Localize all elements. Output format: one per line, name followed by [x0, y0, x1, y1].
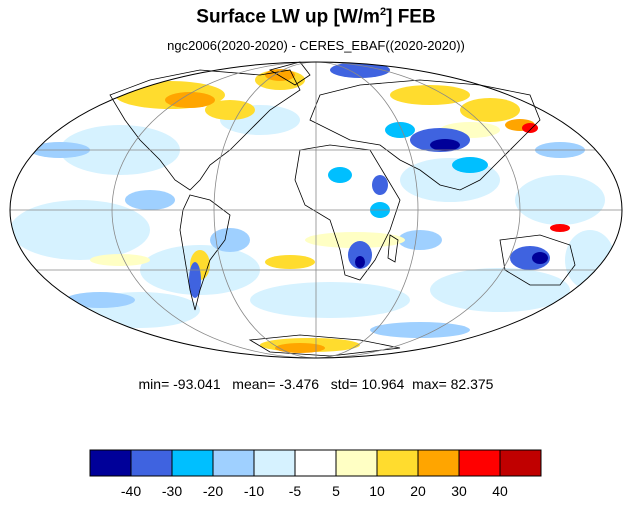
colorbar-box	[253, 449, 296, 477]
colorbar-tick-label: -5	[289, 483, 302, 499]
colorbar-box	[499, 449, 542, 477]
title-suffix: ] FEB	[386, 6, 436, 28]
colorbar-tick-label: 10	[369, 483, 385, 499]
colorbar-tick-label: 40	[492, 483, 508, 499]
map-outline	[9, 61, 623, 359]
graticule	[10, 62, 622, 358]
colorbar-labels: -40 -30 -20 -10 -5 5 10 20 30 40	[121, 483, 508, 499]
colorbar-box	[417, 449, 460, 477]
max-label: max=	[412, 376, 447, 392]
colorbar-box	[458, 449, 501, 477]
mean-value: -3.476	[279, 376, 320, 392]
title-superscript: 2	[379, 6, 387, 18]
colorbar-box	[335, 449, 378, 477]
colorbar-box	[130, 449, 173, 477]
colorbar-tick-label: -20	[203, 483, 223, 499]
colorbar-box	[89, 449, 132, 477]
anomaly-field	[10, 62, 615, 353]
colorbar-box	[171, 449, 214, 477]
min-value: -93.041	[173, 376, 221, 392]
std-label: std=	[330, 376, 358, 392]
max-value: 82.375	[450, 376, 494, 392]
colorbar-boxes	[89, 449, 542, 477]
title-prefix: Surface LW up [W/m	[196, 6, 380, 28]
world-map	[9, 61, 623, 359]
min-label: min=	[138, 376, 170, 392]
colorbar-tick-label: 20	[410, 483, 426, 499]
statistics-line: min= -93.041 mean= -3.476 std= 10.964 ma…	[0, 376, 632, 392]
colorbar-tick-label: -30	[162, 483, 182, 499]
plot-title: Surface LW up [W/m2] FEB	[0, 6, 632, 28]
colorbar-box	[376, 449, 419, 477]
colorbar-tick-label: -10	[244, 483, 264, 499]
colorbar-tick-label: 5	[332, 483, 340, 499]
colorbar-tick-label: 30	[451, 483, 467, 499]
colorbar: -40 -30 -20 -10 -5 5 10 20 30 40	[89, 449, 542, 499]
std-value: 10.964	[361, 376, 405, 392]
mean-label: mean=	[232, 376, 276, 392]
plot-subtitle: ngc2006(2020-2020) - CERES_EBAF((2020-20…	[167, 38, 465, 53]
colorbar-box	[294, 449, 337, 477]
colorbar-box	[212, 449, 255, 477]
colorbar-tick-label: -40	[121, 483, 141, 499]
